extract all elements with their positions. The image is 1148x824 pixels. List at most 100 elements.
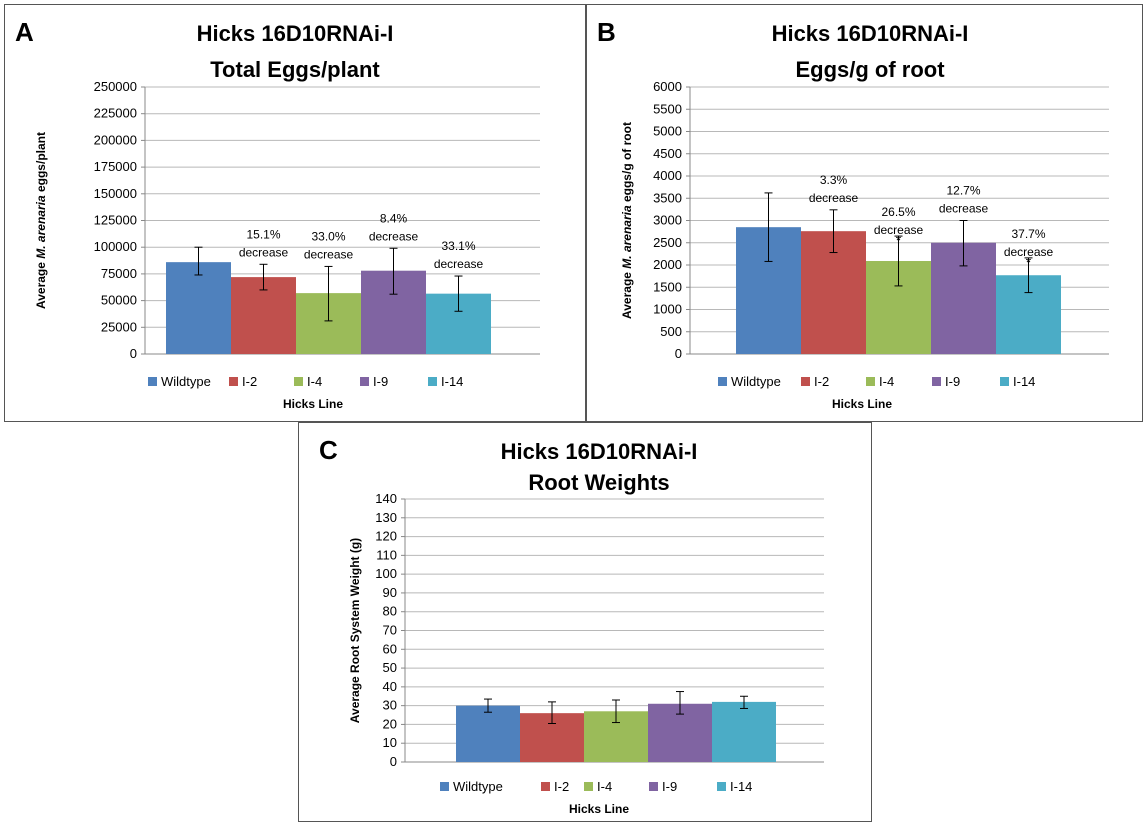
- annotation-decrease: decrease: [874, 223, 924, 237]
- y-tick-label: 2500: [653, 235, 682, 250]
- annotation-decrease: decrease: [369, 229, 419, 243]
- y-tick-label: 5500: [653, 101, 682, 116]
- y-tick-label: 200000: [94, 132, 137, 147]
- annotation-percent: 3.3%: [820, 173, 848, 187]
- legend-swatch-i-2: [801, 377, 810, 386]
- legend-label-i-9: I-9: [945, 374, 960, 389]
- legend-swatch-i-4: [866, 377, 875, 386]
- y-tick-label: 3500: [653, 190, 682, 205]
- y-tick-label: 4500: [653, 146, 682, 161]
- x-axis-label: Hicks Line: [832, 397, 892, 411]
- legend-swatch-i-14: [1000, 377, 1009, 386]
- panel-label: C: [319, 435, 338, 465]
- panel-label: B: [597, 17, 616, 47]
- y-tick-label: 150000: [94, 186, 137, 201]
- legend-label-i-9: I-9: [373, 374, 388, 389]
- y-tick-label: 90: [383, 585, 397, 600]
- y-tick-label: 0: [390, 754, 397, 769]
- legend-label-i-14: I-14: [730, 779, 752, 794]
- y-tick-label: 50: [383, 660, 397, 675]
- chart-a: A Hicks 16D10RNAi-I Total Eggs/plant 0 25000…: [15, 17, 540, 411]
- significance-star: *: [1026, 254, 1032, 270]
- chart-b: B Hicks 16D10RNAi-I Eggs/g of root 0 500 1000…: [597, 17, 1109, 411]
- chart-title-line1: Hicks 16D10RNAi-I: [197, 21, 394, 46]
- chart-title-line1: Hicks 16D10RNAi-I: [501, 439, 698, 464]
- bar-i-14: [712, 701, 776, 762]
- legend-label-wildtype: Wildtype: [161, 374, 211, 389]
- y-tick-label: 75000: [101, 266, 137, 281]
- chart-title-line1: Hicks 16D10RNAi-I: [772, 21, 969, 46]
- legend-swatch-i-9: [932, 377, 941, 386]
- annotation-decrease: decrease: [1004, 245, 1054, 259]
- y-tick-label: 110: [376, 547, 397, 562]
- y-tick-label: 2000: [653, 257, 682, 272]
- y-tick-label: 0: [130, 346, 137, 361]
- y-tick-label: 3000: [653, 213, 682, 228]
- y-tick-label: 175000: [94, 159, 137, 174]
- y-tick-label: 100000: [94, 239, 137, 254]
- legend-label-i-2: I-2: [554, 779, 569, 794]
- y-tick-label: 4000: [653, 168, 682, 183]
- panel-a: A Hicks 16D10RNAi-I Total Eggs/plant 0 25000…: [4, 4, 586, 422]
- annotation-percent: 8.4%: [380, 211, 408, 225]
- y-tick-label: 25000: [101, 319, 137, 334]
- y-axis-label: Average Root System Weight (g): [348, 538, 362, 723]
- legend-swatch-wildtype: [148, 377, 157, 386]
- annotation-decrease: decrease: [304, 247, 354, 261]
- chart-title-line2: Eggs/g of root: [795, 57, 945, 82]
- y-tick-label: 80: [383, 604, 397, 619]
- y-axis-label: Average M. arenaria eggs/g of root: [620, 122, 634, 319]
- legend-label-i-9: I-9: [662, 779, 677, 794]
- y-tick-label: 20: [383, 716, 397, 731]
- legend-swatch-i-2: [541, 782, 550, 791]
- annotation-percent: 15.1%: [246, 227, 280, 241]
- y-tick-label: 0: [675, 346, 682, 361]
- legend-label-i-2: I-2: [814, 374, 829, 389]
- annotation-decrease: decrease: [434, 257, 484, 271]
- legend-swatch-wildtype: [440, 782, 449, 791]
- bar-wildtype: [456, 705, 520, 762]
- y-tick-label: 40: [383, 679, 397, 694]
- y-tick-label: 125000: [94, 213, 137, 228]
- legend-swatch-i-9: [360, 377, 369, 386]
- legend-label-i-14: I-14: [441, 374, 463, 389]
- y-tick-label: 70: [383, 623, 397, 638]
- y-tick-label: 100: [375, 566, 397, 581]
- chart-c: C Hicks 16D10RNAi-I Root Weights 0 10 20 30 40 5…: [319, 435, 824, 816]
- x-axis-label: Hicks Line: [569, 802, 629, 816]
- annotation-percent: 37.7%: [1011, 227, 1045, 241]
- chart-title-line2: Root Weights: [528, 470, 669, 495]
- annotation-decrease: decrease: [239, 245, 289, 259]
- legend-label-i-4: I-4: [597, 779, 612, 794]
- annotation-decrease: decrease: [939, 202, 989, 216]
- y-tick-label: 225000: [94, 106, 137, 121]
- legend-swatch-i-9: [649, 782, 658, 791]
- chart-title-line2: Total Eggs/plant: [210, 57, 380, 82]
- y-tick-label: 1000: [653, 302, 682, 317]
- bar-wildtype: [166, 262, 231, 354]
- legend-label-i-14: I-14: [1013, 374, 1035, 389]
- annotation-decrease: decrease: [809, 191, 859, 205]
- legend-swatch-i-4: [584, 782, 593, 791]
- legend-swatch-wildtype: [718, 377, 727, 386]
- annotation-percent: 12.7%: [946, 184, 980, 198]
- y-tick-label: 500: [660, 324, 682, 339]
- y-tick-label: 140: [375, 491, 397, 506]
- legend-label-wildtype: Wildtype: [453, 779, 503, 794]
- x-axis-label: Hicks Line: [283, 397, 343, 411]
- legend-swatch-i-2: [229, 377, 238, 386]
- annotation-percent: 33.1%: [441, 239, 475, 253]
- significance-star: *: [896, 232, 902, 248]
- y-tick-label: 120: [375, 529, 397, 544]
- legend-swatch-i-14: [717, 782, 726, 791]
- y-tick-label: 60: [383, 641, 397, 656]
- legend-swatch-i-4: [294, 377, 303, 386]
- legend-swatch-i-14: [428, 377, 437, 386]
- legend-label-i-4: I-4: [879, 374, 894, 389]
- annotation-percent: 26.5%: [881, 205, 915, 219]
- legend-label-i-4: I-4: [307, 374, 322, 389]
- y-axis-label: Average M. arenaria eggs/plant: [34, 132, 48, 309]
- y-tick-label: 50000: [101, 293, 137, 308]
- panel-b: B Hicks 16D10RNAi-I Eggs/g of root 0 500 1000…: [586, 4, 1143, 422]
- y-tick-label: 130: [375, 510, 397, 525]
